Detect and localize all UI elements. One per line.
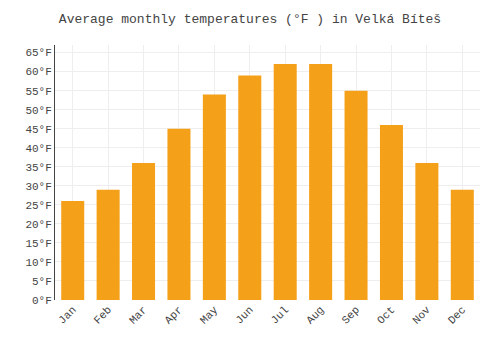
- svg-text:Feb: Feb: [92, 304, 114, 326]
- svg-text:Jul: Jul: [269, 304, 291, 326]
- svg-text:30°F: 30°F: [25, 181, 51, 193]
- svg-text:Apr: Apr: [162, 304, 184, 326]
- svg-text:Sep: Sep: [340, 304, 362, 326]
- svg-text:0°F: 0°F: [32, 295, 52, 307]
- svg-text:25°F: 25°F: [25, 200, 51, 212]
- svg-text:65°F: 65°F: [25, 47, 51, 59]
- svg-text:35°F: 35°F: [25, 162, 51, 174]
- svg-text:May: May: [198, 304, 221, 327]
- svg-text:10°F: 10°F: [25, 257, 51, 269]
- svg-text:60°F: 60°F: [25, 66, 51, 78]
- svg-text:Aug: Aug: [304, 304, 326, 326]
- svg-text:5°F: 5°F: [32, 276, 52, 288]
- svg-text:50°F: 50°F: [25, 105, 51, 117]
- svg-text:40°F: 40°F: [25, 143, 51, 155]
- svg-text:55°F: 55°F: [25, 86, 51, 98]
- svg-text:Average monthly temperatures (: Average monthly temperatures (°F ) in Ve…: [59, 12, 441, 27]
- svg-text:Jun: Jun: [233, 304, 255, 326]
- svg-text:Oct: Oct: [375, 304, 397, 326]
- svg-text:20°F: 20°F: [25, 219, 51, 231]
- svg-text:Nov: Nov: [410, 304, 433, 327]
- svg-text:Mar: Mar: [127, 304, 149, 326]
- svg-text:45°F: 45°F: [25, 124, 51, 136]
- svg-text:15°F: 15°F: [25, 238, 51, 250]
- svg-text:Jan: Jan: [56, 304, 78, 326]
- svg-text:Dec: Dec: [446, 304, 468, 326]
